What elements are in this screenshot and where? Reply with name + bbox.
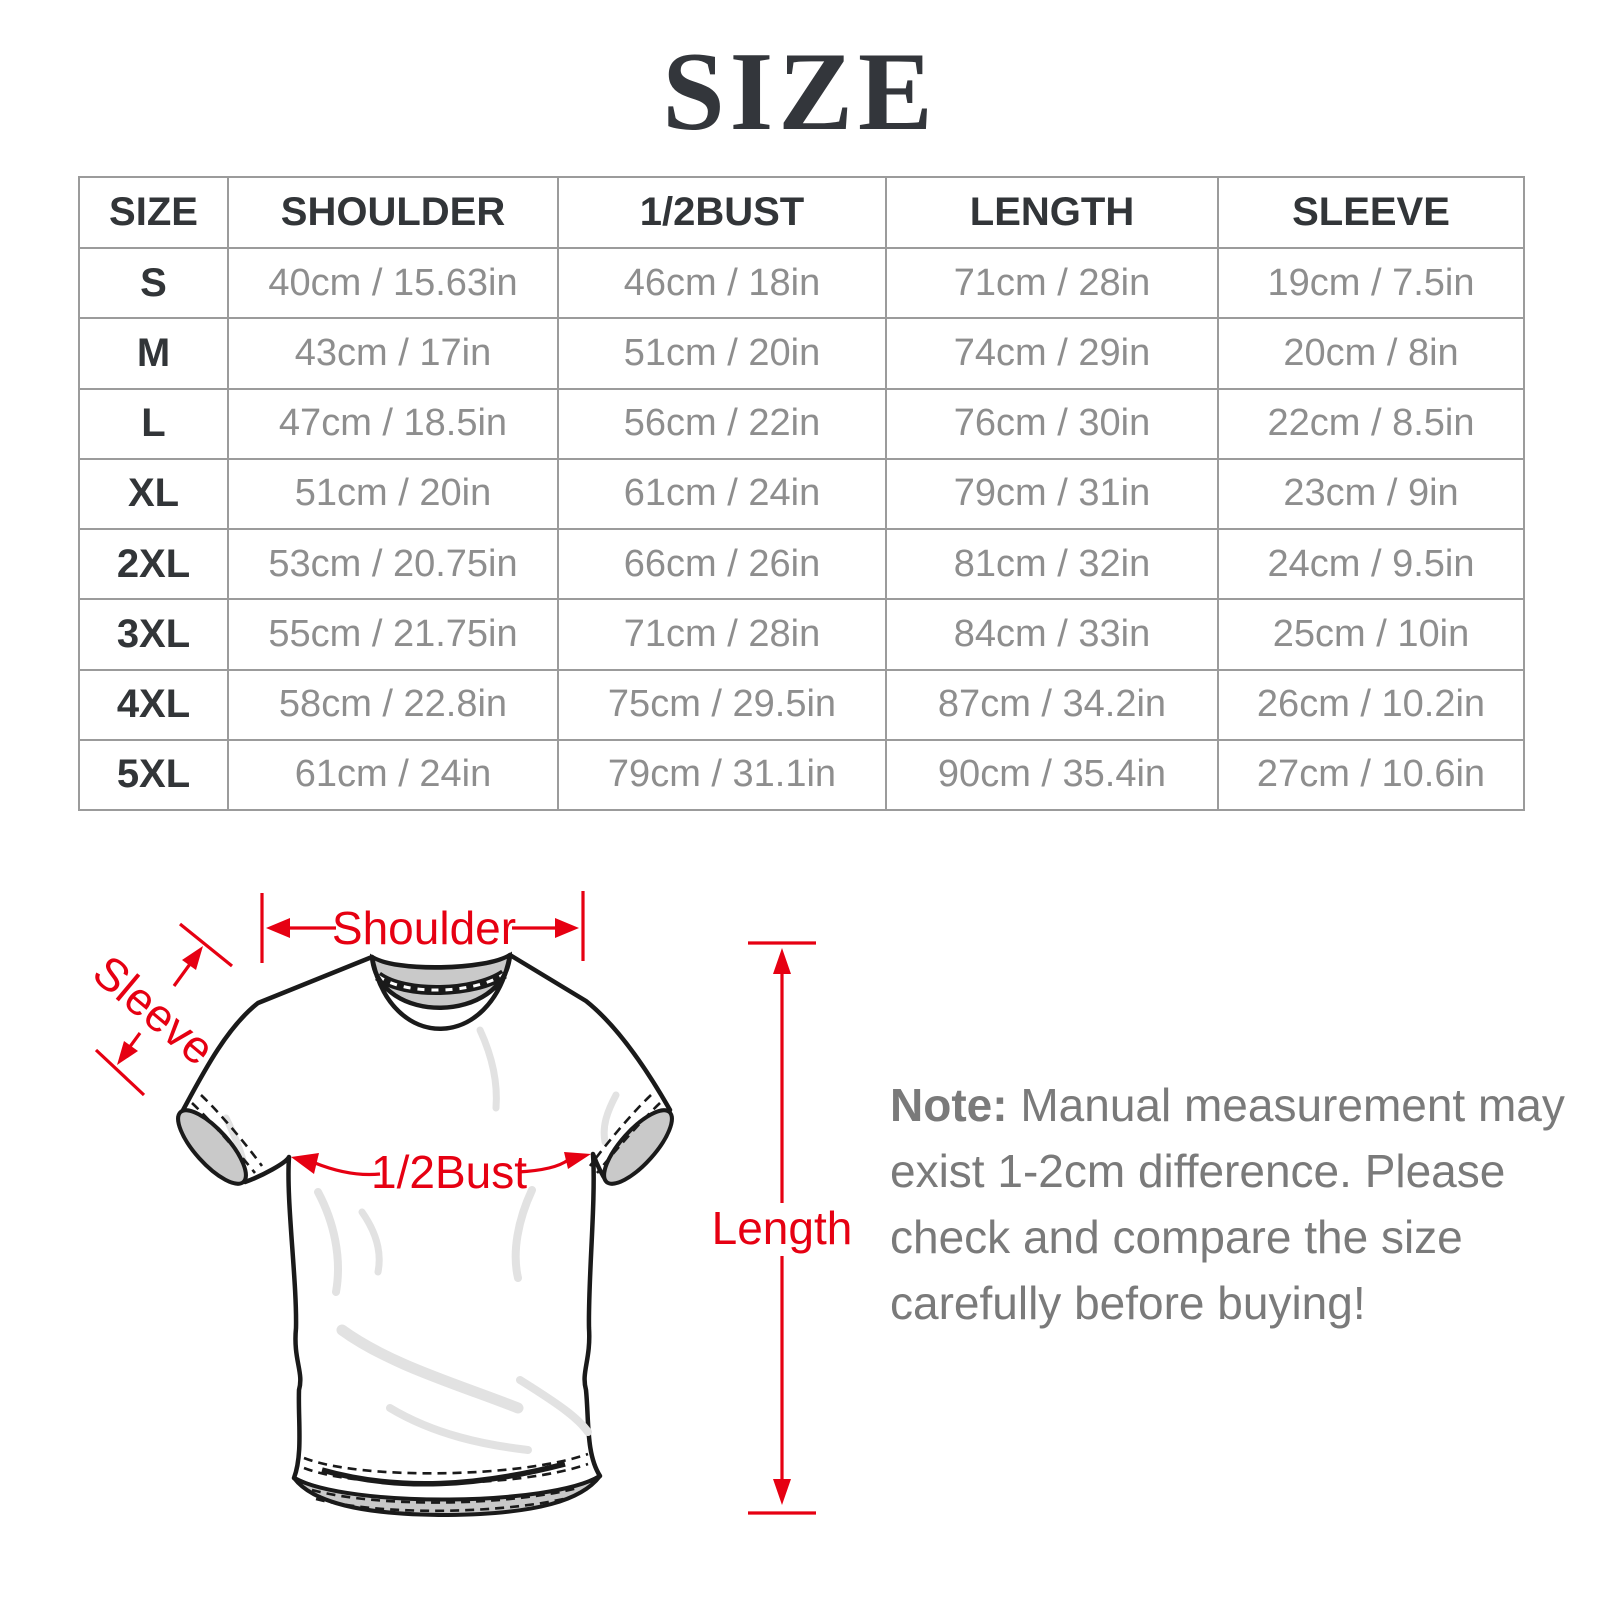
cell-shoulder: 51cm / 20in [227,457,559,531]
cell-shoulder: 61cm / 24in [227,738,559,812]
cell-sleeve: 20cm / 8in [1217,317,1525,390]
cell-length: 87cm / 34.2in [885,668,1219,741]
cell-sleeve: 27cm / 10.6in [1217,738,1525,812]
cell-shoulder: 55cm / 21.75in [227,598,559,671]
cell-bust: 56cm / 22in [557,387,887,460]
bust-arrow: 1/2Bust [291,1146,591,1198]
note-line: Note: Manual measurement may [890,1079,1565,1131]
cell-bust: 46cm / 18in [557,247,887,320]
cell-sleeve: 24cm / 9.5in [1217,528,1525,601]
header-size: SIZE [78,175,229,250]
length-label: Length [712,1202,853,1254]
table-row: 5XL 61cm / 24in 79cm / 31.1in 90cm / 35.… [78,738,1525,812]
note-line: check and compare the size [890,1211,1463,1263]
table-row: 2XL 53cm / 20.75in 66cm / 26in 81cm / 32… [78,528,1525,601]
cell-shoulder: 53cm / 20.75in [227,528,559,601]
table-row: XL 51cm / 20in 61cm / 24in 79cm / 31in 2… [78,457,1525,531]
cell-shoulder: 43cm / 17in [227,317,559,390]
cell-length: 79cm / 31in [885,457,1219,531]
header-shoulder: SHOULDER [227,175,559,250]
cell-bust: 75cm / 29.5in [557,668,887,741]
shoulder-label: Shoulder [332,902,516,954]
note-text: Note: Manual measurement may exist 1-2cm… [890,1072,1565,1336]
note-label: Note: [890,1079,1008,1131]
sleeve-label: Sleeve [83,945,224,1075]
length-arrow: Length [712,941,853,1515]
cell-sleeve: 19cm / 7.5in [1217,247,1525,320]
note-line: carefully before buying! [890,1277,1366,1329]
cell-shoulder: 47cm / 18.5in [227,387,559,460]
cell-length: 76cm / 30in [885,387,1219,460]
tshirt-illustration [176,951,674,1518]
bust-label: 1/2Bust [371,1146,527,1198]
cell-size: 2XL [78,528,229,601]
cell-shoulder: 58cm / 22.8in [227,668,559,741]
cell-size: 3XL [78,598,229,671]
cell-bust: 66cm / 26in [557,528,887,601]
cell-length: 71cm / 28in [885,247,1219,320]
page-title: SIZE [662,30,938,154]
table-header-row: SIZE SHOULDER 1/2BUST LENGTH SLEEVE [78,175,1525,250]
table-row: 4XL 58cm / 22.8in 75cm / 29.5in 87cm / 3… [78,668,1525,741]
cell-length: 84cm / 33in [885,598,1219,671]
cell-size: S [78,247,229,320]
table-row: L 47cm / 18.5in 56cm / 22in 76cm / 30in … [78,387,1525,460]
cell-size: XL [78,457,229,531]
shoulder-arrow: Shoulder [260,891,585,963]
header-length: LENGTH [885,175,1219,250]
note-line: exist 1-2cm difference. Please [890,1145,1506,1197]
cell-size: 5XL [78,738,229,812]
table-row: 3XL 55cm / 21.75in 71cm / 28in 84cm / 33… [78,598,1525,671]
cell-sleeve: 22cm / 8.5in [1217,387,1525,460]
header-bust: 1/2BUST [557,175,887,250]
cell-shoulder: 40cm / 15.63in [227,247,559,320]
cell-length: 81cm / 32in [885,528,1219,601]
cell-length: 90cm / 35.4in [885,738,1219,812]
cell-size: M [78,317,229,390]
cell-length: 74cm / 29in [885,317,1219,390]
cell-bust: 51cm / 20in [557,317,887,390]
cell-sleeve: 23cm / 9in [1217,457,1525,531]
table-row: S 40cm / 15.63in 46cm / 18in 71cm / 28in… [78,247,1525,320]
cell-sleeve: 26cm / 10.2in [1217,668,1525,741]
header-sleeve: SLEEVE [1217,175,1525,250]
table-row: M 43cm / 17in 51cm / 20in 74cm / 29in 20… [78,317,1525,390]
cell-size: L [78,387,229,460]
cell-size: 4XL [78,668,229,741]
cell-bust: 61cm / 24in [557,457,887,531]
cell-bust: 71cm / 28in [557,598,887,671]
cell-sleeve: 25cm / 10in [1217,598,1525,671]
measurement-diagram: Shoulder Sleeve 1/2Bust Length [83,891,853,1518]
size-table: SIZE SHOULDER 1/2BUST LENGTH SLEEVE S 40… [78,175,1525,812]
cell-bust: 79cm / 31.1in [557,738,887,812]
